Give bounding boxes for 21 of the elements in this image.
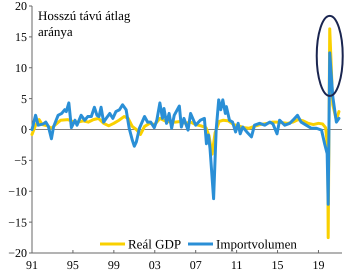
x-tick-label: 99 bbox=[108, 258, 120, 272]
x-tick-label: 19 bbox=[312, 258, 324, 272]
x-tick-label: 11 bbox=[230, 258, 242, 272]
y-tick-label: 5 bbox=[21, 92, 27, 106]
x-tick-label: 91 bbox=[26, 258, 38, 272]
x-tick-label: 07 bbox=[190, 258, 202, 272]
y-tick-label: 15 bbox=[15, 30, 27, 44]
x-tick-label: 03 bbox=[148, 258, 161, 272]
y-tick-label: −10 bbox=[8, 184, 27, 198]
y-tick-label: −5 bbox=[14, 154, 27, 168]
x-tick-label: 95 bbox=[66, 258, 79, 272]
y-tick-label: 0 bbox=[21, 122, 27, 137]
y-tick-label: −20 bbox=[8, 246, 27, 260]
x-tick-label: 15 bbox=[272, 258, 284, 272]
y-tick-label: −15 bbox=[8, 215, 27, 230]
line-series bbox=[30, 51, 340, 206]
y-axis-title: Hosszú távú átlag aránya bbox=[38, 8, 131, 39]
legend-label: Importvolumen bbox=[216, 236, 298, 252]
y-tick-label: 10 bbox=[15, 60, 27, 75]
legend-label: Reál GDP bbox=[128, 236, 182, 252]
y-tick-label: 20 bbox=[15, 0, 27, 14]
